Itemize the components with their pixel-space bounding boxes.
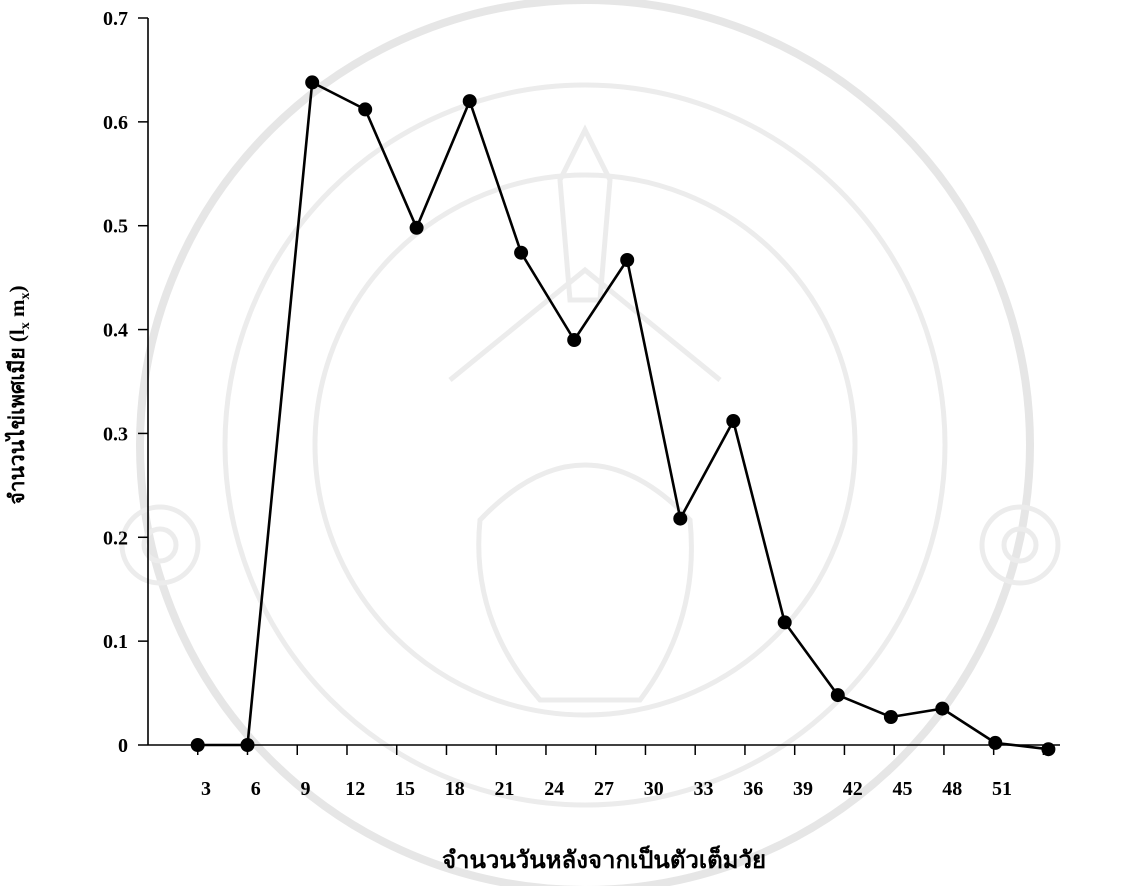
data-point <box>409 220 424 235</box>
x-tick-label: 3 <box>201 778 211 800</box>
x-tick-label: 33 <box>693 778 713 800</box>
x-tick-label: 39 <box>793 778 813 800</box>
y-axis-label-end: ) <box>5 285 29 292</box>
data-point <box>567 333 582 347</box>
data-point <box>777 615 792 630</box>
x-tick-label: 6 <box>251 778 261 800</box>
x-tick-label: 51 <box>992 778 1012 800</box>
y-tick-label: 0.3 <box>103 423 128 445</box>
data-point <box>358 102 373 117</box>
series-line <box>197 81 1049 751</box>
y-axis-label-mid: m <box>5 299 29 322</box>
data-point <box>830 688 845 703</box>
x-tick-label: 30 <box>644 778 664 800</box>
data-point <box>883 710 898 724</box>
series-layer <box>190 75 1056 757</box>
x-tick-label: 12 <box>345 778 365 800</box>
y-axis-label-sub-1: x <box>18 322 33 329</box>
x-tick-label: 48 <box>942 778 962 800</box>
data-point <box>935 701 950 716</box>
x-tick-label: 21 <box>495 778 515 800</box>
x-tick-label: 27 <box>594 778 614 800</box>
y-tick-label: 0.5 <box>103 216 128 238</box>
x-tick-label: 15 <box>395 778 415 800</box>
y-tick-label: 0.2 <box>103 527 128 549</box>
data-point <box>988 735 1003 750</box>
data-point <box>620 253 635 267</box>
x-tick-label: 18 <box>445 778 465 800</box>
y-tick-label: 0.1 <box>103 631 128 653</box>
x-tick-label: 36 <box>743 778 763 800</box>
y-axis-label: จำนวนไข่เพศเมีย (lx mx) <box>4 285 33 504</box>
data-point <box>190 738 205 752</box>
data-point <box>514 245 529 260</box>
y-axis-label-main: จำนวนไข่เพศเมีย (l <box>4 329 29 504</box>
y-tick-label: 0.6 <box>103 112 128 134</box>
data-point <box>305 75 320 90</box>
y-tick-label: 0.7 <box>103 8 128 30</box>
x-tick-label: 45 <box>892 778 912 800</box>
data-point <box>1041 742 1056 757</box>
y-axis-label-sub-2: x <box>18 292 33 299</box>
data-point <box>240 738 255 752</box>
y-ticks: 0 0.1 0.2 0.3 0.4 0.5 0.6 0.7 <box>103 8 148 757</box>
university-seal-watermark-icon <box>119 0 1061 891</box>
y-tick-label: 0.4 <box>103 320 128 342</box>
x-tick-label: 42 <box>843 778 863 800</box>
x-tick-label: 24 <box>544 778 564 800</box>
data-point <box>462 94 477 109</box>
data-point <box>673 511 688 526</box>
data-point <box>726 414 741 428</box>
x-ticks: 3 6 9 12 15 18 21 24 27 30 33 36 39 42 45 48 51 <box>196 745 1045 800</box>
x-axis-label: จำนวนวันหลังจากเป็นตัวเต็มวัย <box>442 845 766 874</box>
axes <box>147 18 1060 746</box>
x-tick-label: 9 <box>301 778 311 800</box>
y-tick-label: 0 <box>118 735 128 757</box>
